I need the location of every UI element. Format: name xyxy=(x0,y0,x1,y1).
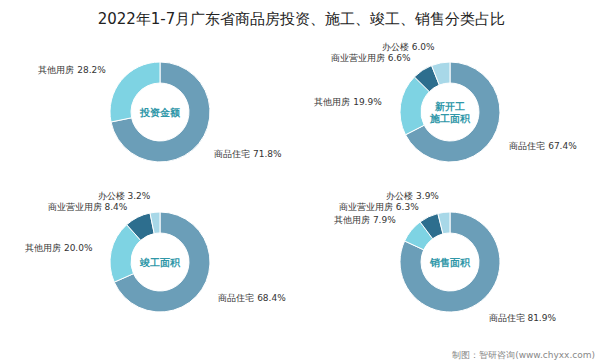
slice-label-name: 商品住宅 xyxy=(218,293,254,303)
donut-chart: 销售面积商品住宅 81.9% 其他用房 7.9% 商业营业用房 6.3%办公楼 3.… xyxy=(334,191,556,322)
slice-label: 办公楼 6.0% xyxy=(382,42,435,52)
center-label: 新开工施工面积 xyxy=(429,101,471,124)
donut-slice xyxy=(127,213,155,240)
slice-label-value: 81.9% xyxy=(527,313,556,323)
center-label: 销售面积 xyxy=(429,257,471,268)
slice-label: 商品住宅 68.4% xyxy=(218,293,286,303)
slice-label-name: 商业营业用房 xyxy=(339,202,393,212)
slice-label-value: 20.0% xyxy=(64,243,93,253)
slice-label-value: 6.3% xyxy=(396,202,419,212)
slice-label-name: 办公楼 xyxy=(386,191,413,201)
slice-label-name: 其他用房 xyxy=(25,243,61,253)
donut-slice xyxy=(432,62,450,85)
chart-canvas: 2022年1-7月广东省商品房投资、施工、竣工、销售分类占比制图：智研咨询(ww… xyxy=(0,0,603,364)
slice-label-name: 其他用房 xyxy=(38,65,74,75)
slice-label-value: 6.6% xyxy=(388,53,411,63)
center-label: 竣工面积 xyxy=(139,257,181,268)
center-label: 投资金额 xyxy=(139,107,181,118)
slice-label-name: 办公楼 xyxy=(98,191,125,201)
slice-label-value: 8.4% xyxy=(105,202,128,212)
slice-label: 商业营业用房 8.4% xyxy=(48,202,128,212)
center-label-line: 投资金额 xyxy=(139,107,181,118)
donut-slice xyxy=(400,212,500,312)
slice-label-name: 商品住宅 xyxy=(489,313,525,323)
slice-label-value: 6.0% xyxy=(412,42,435,52)
slice-label: 其他用房 20.0% xyxy=(25,243,93,253)
slice-label: 商品住宅 67.4% xyxy=(509,141,577,151)
slice-label-name: 其他用房 xyxy=(334,215,370,225)
slice-label: 商业营业用房 6.6% xyxy=(331,53,411,63)
slice-label-name: 办公楼 xyxy=(382,42,409,52)
center-label-line: 竣工面积 xyxy=(139,257,181,268)
slice-label-value: 67.4% xyxy=(548,141,577,151)
slice-label-value: 28.2% xyxy=(77,65,106,75)
slice-label-value: 3.2% xyxy=(128,191,151,201)
slice-label-value: 68.4% xyxy=(257,293,286,303)
slice-label-value: 19.9% xyxy=(353,97,382,107)
slice-label: 办公楼 3.9% xyxy=(386,191,439,201)
donut-chart: 新开工施工面积商品住宅 67.4% 其他用房 19.9% 商业营业用房 6.6%办公… xyxy=(314,42,577,162)
slice-label-value: 71.8% xyxy=(253,149,282,159)
slice-label: 其他用房 7.9% xyxy=(334,215,396,225)
slice-label: 办公楼 3.2% xyxy=(98,191,151,201)
center-label-line: 新开工 xyxy=(434,101,465,112)
slice-label-name: 商业营业用房 xyxy=(48,202,102,212)
donut-slice xyxy=(150,212,160,234)
slice-label-name: 商品住宅 xyxy=(214,149,250,159)
center-label-line: 施工面积 xyxy=(429,113,471,124)
donut-chart: 竣工面积商品住宅 68.4% 其他用房 20.0% 商业营业用房 8.4%办公楼 3… xyxy=(25,191,286,312)
slice-label-name: 商品住宅 xyxy=(509,141,545,151)
slice-label-name: 商业营业用房 xyxy=(331,53,385,63)
slice-label-value: 3.9% xyxy=(416,191,439,201)
donut-chart: 投资金额商品住宅 71.8% 其他用房 28.2% xyxy=(38,62,282,162)
title: 2022年1-7月广东省商品房投资、施工、竣工、销售分类占比 xyxy=(98,10,506,28)
slice-label-value: 7.9% xyxy=(373,215,396,225)
slice-label: 商业营业用房 6.3% xyxy=(339,202,419,212)
donut-slice xyxy=(438,212,450,234)
center-label-line: 销售面积 xyxy=(429,257,471,268)
slice-label: 商品住宅 81.9% xyxy=(489,313,557,323)
slice-label: 其他用房 28.2% xyxy=(38,65,106,75)
slice-label-name: 其他用房 xyxy=(314,97,350,107)
footer: 制图：智研咨询(www.chyxx.com) xyxy=(452,350,595,360)
slice-label: 商品住宅 71.8% xyxy=(214,149,282,159)
slice-label: 其他用房 19.9% xyxy=(314,97,382,107)
